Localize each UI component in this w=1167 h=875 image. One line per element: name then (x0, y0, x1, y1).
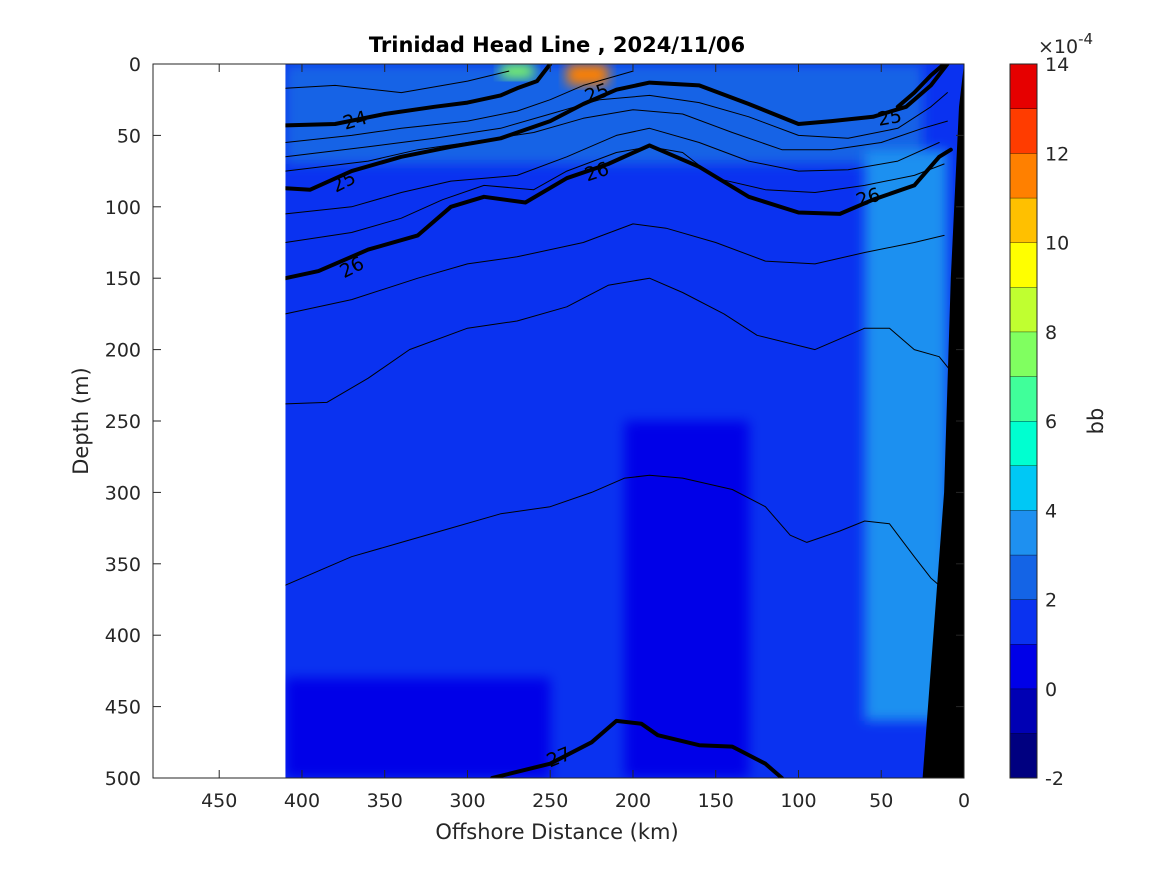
colorbar-segment (1010, 510, 1037, 555)
colorbar-exponent: ×10-4 (1038, 30, 1093, 58)
x-tick-label: 450 (201, 790, 237, 812)
x-tick-label: 250 (532, 790, 568, 812)
colorbar-segment (1010, 331, 1037, 377)
colorbar-segment (1010, 153, 1037, 198)
colorbar-segment (1010, 242, 1037, 288)
colorbar-segment (1010, 376, 1037, 421)
contour-line (285, 474, 948, 593)
contour-line (285, 92, 948, 158)
contour-line (285, 223, 945, 315)
colorbar-tick-label: 12 (1045, 143, 1069, 165)
y-tick-label: 500 (105, 768, 141, 790)
y-axis: 0 50 100 150 200 250 300 350 400 450 500 (105, 54, 964, 790)
colorbar-frame (1009, 63, 1038, 779)
x-tick-label: 200 (615, 790, 651, 812)
x-tick-label: 50 (869, 790, 893, 812)
y-tick-label: 450 (105, 697, 141, 719)
bb-region (624, 421, 749, 778)
colorbar-tick-label: 6 (1045, 411, 1057, 433)
y-tick-label: 0 (129, 54, 141, 76)
contour-line-bold (285, 143, 953, 281)
colorbar-tick-label: 2 (1045, 590, 1057, 612)
x-axis: 450 400 350 300 250 200 150 100 50 0 (201, 64, 970, 812)
contour-line (285, 70, 510, 94)
x-tick-label: 400 (284, 790, 320, 812)
colorbar-segment (1010, 421, 1037, 466)
colorbar-segment (1010, 599, 1037, 645)
colorbar-segment (1010, 733, 1037, 778)
bb-region (864, 149, 948, 721)
colorbar-segment (1010, 554, 1037, 600)
x-tick-label: 0 (958, 790, 970, 812)
colorbar-segment (1010, 64, 1037, 109)
contour-label: 25 (876, 105, 904, 131)
colorbar-tick-label: -2 (1045, 768, 1064, 790)
contour-line-bold (895, 64, 947, 109)
colorbar-segment (1010, 108, 1037, 154)
chart-title: Trinidad Head Line , 2024/11/06 (369, 33, 745, 57)
bb-field (285, 64, 964, 778)
contour-line-bold (285, 64, 950, 192)
colorbar-tick-label: 4 (1045, 500, 1057, 522)
contour-line (285, 127, 940, 215)
contour-line (285, 70, 634, 143)
colorbar-tick-label: 14 (1045, 54, 1069, 76)
x-tick-label: 350 (367, 790, 403, 812)
bb-region (500, 64, 534, 79)
contour-line-bold (285, 64, 553, 128)
x-tick-label: 100 (780, 790, 816, 812)
seafloor-bathymetry (922, 64, 964, 778)
contour-line (285, 146, 945, 243)
bb-region (566, 64, 609, 86)
colorbar-segment (1010, 465, 1037, 511)
y-tick-label: 100 (105, 197, 141, 219)
y-tick-label: 50 (117, 125, 141, 147)
contour-line (285, 109, 948, 172)
y-tick-label: 300 (105, 482, 141, 504)
bb-region (285, 678, 551, 778)
colorbar-tick-label: 10 (1045, 233, 1069, 255)
y-axis-label: Depth (m) (69, 367, 93, 474)
colorbar-segment (1010, 688, 1037, 734)
y-tick-label: 400 (105, 625, 141, 647)
y-tick-label: 150 (105, 268, 141, 290)
colorbar-tick-label: 8 (1045, 322, 1057, 344)
colorbar-segment (1010, 287, 1037, 332)
colorbar-segment (1010, 197, 1037, 243)
y-tick-label: 200 (105, 340, 141, 362)
y-tick-label: 350 (105, 554, 141, 576)
colorbar-tick-label: 0 (1045, 679, 1057, 701)
contour-line-bold (490, 718, 784, 778)
y-tick-label: 250 (105, 411, 141, 433)
x-tick-label: 150 (698, 790, 734, 812)
colorbar: -2 0 2 4 6 8 10 12 14×10-4 bb (1009, 30, 1108, 790)
colorbar-segment (1010, 644, 1037, 689)
contour-line (285, 277, 952, 405)
x-axis-label: Offshore Distance (km) (435, 820, 678, 844)
colorbar-exponent-power: -4 (1078, 30, 1093, 48)
contour-lines (285, 64, 953, 778)
x-tick-label: 300 (449, 790, 485, 812)
colorbar-label: bb (1084, 408, 1108, 435)
